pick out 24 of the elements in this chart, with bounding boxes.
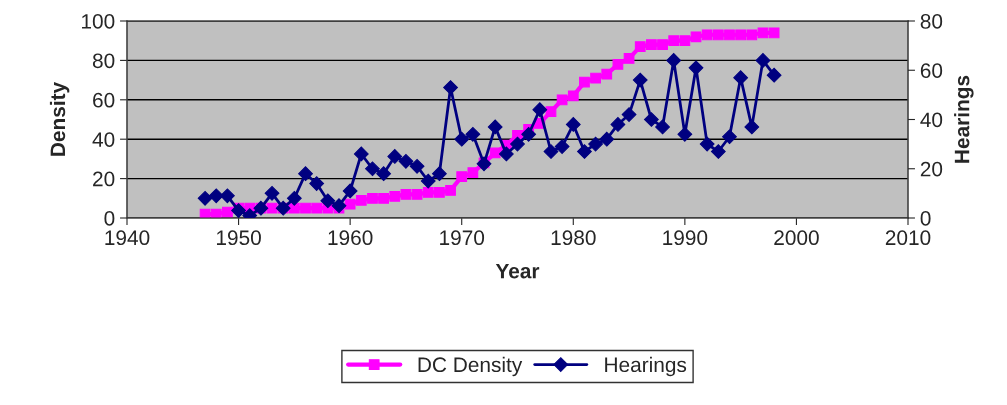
legend-label: Hearings [605, 356, 687, 377]
y-tick-label: 60 [93, 92, 115, 108]
x-tick-label: 1950 [216, 230, 261, 246]
y2-tick-label: 0 [920, 211, 931, 226]
y-axis-title: Density [49, 81, 70, 156]
x-tick-label: 1990 [663, 230, 708, 246]
y2-tick-label: 80 [920, 14, 943, 29]
y2-tick-label: 60 [920, 63, 943, 78]
x-axis-title: Year [495, 263, 540, 279]
y2-axis-title: Hearings [954, 75, 974, 163]
x-tick-label: 2010 [885, 230, 931, 246]
y-tick-label: 40 [92, 132, 115, 147]
y-tick-label: 100 [82, 14, 115, 29]
x-tick-label: 1960 [328, 230, 373, 246]
y2-tick-label: 40 [920, 112, 943, 128]
y-tick-label: 20 [93, 171, 115, 187]
x-tick-label: 1970 [440, 230, 485, 246]
y-tick-label: 80 [92, 53, 115, 69]
legend-label: DC Density [418, 356, 523, 377]
x-tick-label: 1980 [551, 230, 596, 246]
x-tick-label: 1940 [105, 230, 150, 246]
y-tick-label: 0 [104, 211, 115, 226]
x-tick-label: 2000 [774, 230, 819, 246]
y2-tick-label: 20 [920, 161, 943, 177]
